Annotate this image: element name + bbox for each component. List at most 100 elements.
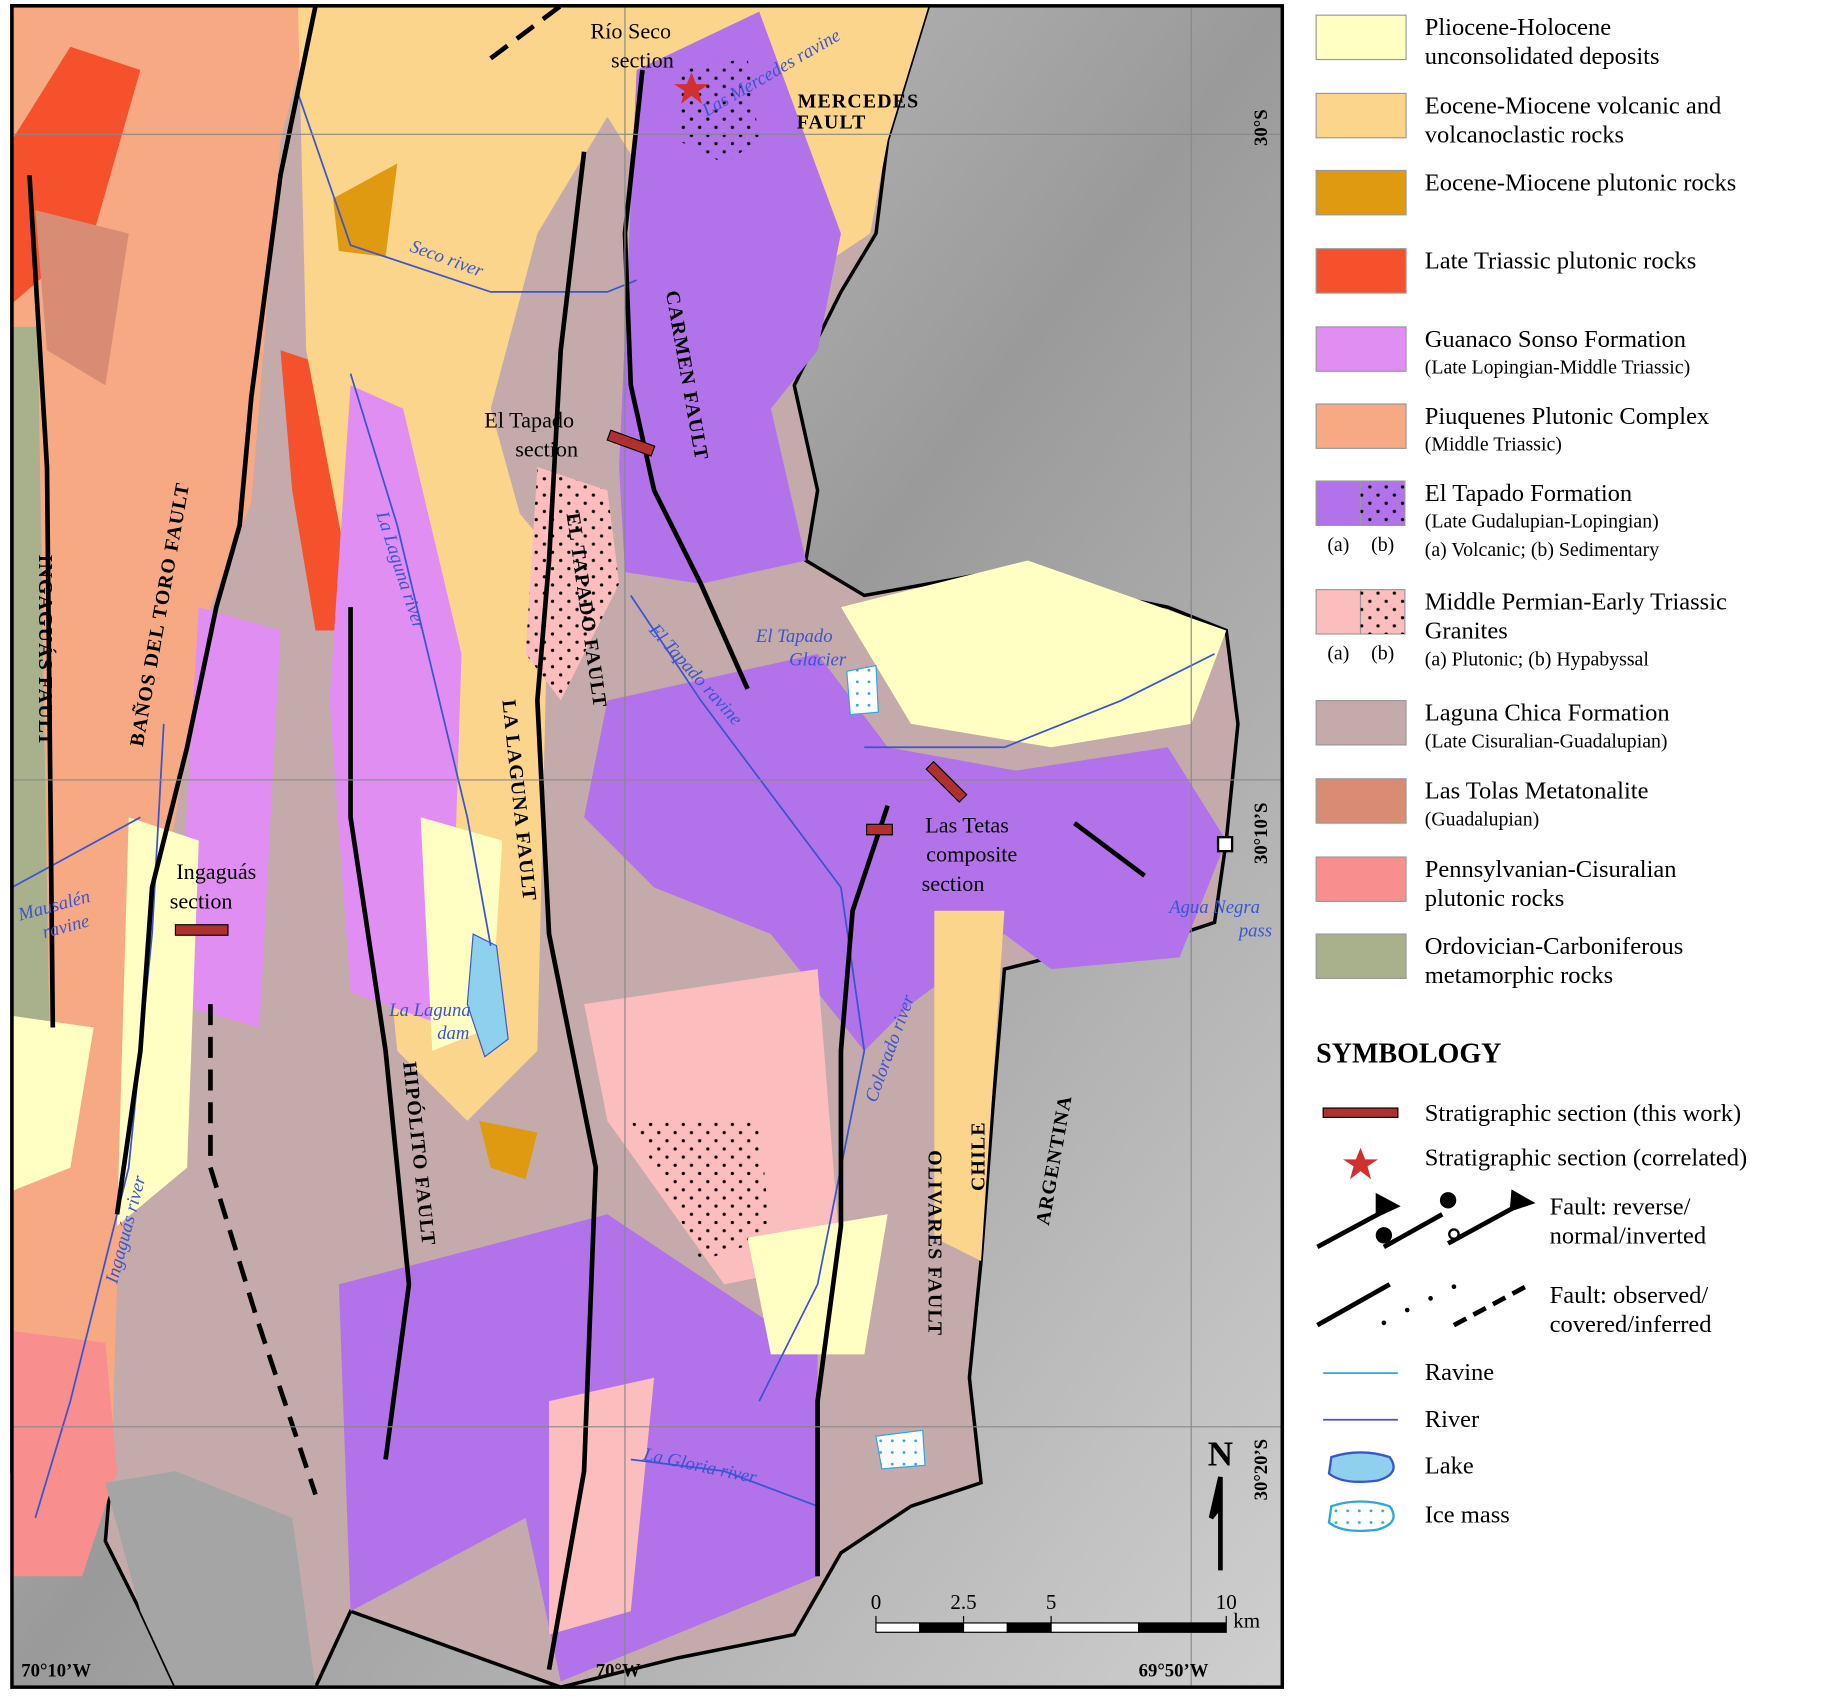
symbology-label: Fault: reverse/ [1550, 1193, 1691, 1220]
lake [466, 933, 509, 1058]
legend-subtitle: (a) Plutonic; (b) Hypabyssal [1425, 649, 1650, 671]
symbol [1343, 1147, 1379, 1180]
legend-subtitle: (Late Lopingian-Middle Triassic) [1425, 357, 1690, 379]
symbology-label: Fault: observed/ [1550, 1282, 1709, 1309]
scale-tick-label: 2.5 [950, 1590, 976, 1614]
legend-swatch [1315, 778, 1407, 824]
coordinate-label: 70°W [596, 1661, 641, 1682]
symbology-label: normal/inverted [1550, 1222, 1706, 1249]
symbology-label: Stratigraphic section (correlated) [1425, 1144, 1747, 1171]
scale-unit: km [1233, 1609, 1260, 1633]
legend-label: volcanoclastic rocks [1425, 121, 1624, 148]
section-label: El Tapado section [484, 407, 578, 461]
coordinate-label: 30°S [1251, 109, 1272, 146]
north-label: N [1208, 1434, 1233, 1473]
water-label: La Laguna dam [388, 1000, 470, 1044]
legend-subtitle: (Guadalupian) [1425, 808, 1540, 830]
fault-label: MERCEDES FAULT [797, 90, 920, 133]
volcanic-unit [934, 910, 1005, 1261]
river [630, 594, 866, 1402]
river [297, 93, 637, 293]
legend-swatch [1315, 326, 1407, 372]
legend-label: El Tapado Formation [1425, 480, 1632, 507]
coordinate-label: 70°10’W [21, 1661, 91, 1682]
legend-swatch [1315, 92, 1407, 139]
hillshade-patch [105, 1471, 316, 1688]
deposit-unit [11, 1015, 94, 1191]
river [630, 1458, 818, 1508]
plutonic-unit [333, 163, 398, 257]
symbology-label: Lake [1425, 1452, 1474, 1479]
symbol [1381, 1284, 1457, 1326]
legend-swatch [1315, 403, 1407, 449]
symbology-label: Ice mass [1425, 1502, 1510, 1529]
legend-subtitle: (Late Cisuralian-Guadalupian) [1425, 730, 1668, 752]
legend-part-label: (b) [1371, 643, 1394, 665]
legend-label: Pennsylvanian-Cisuralian [1425, 856, 1677, 883]
symbol [1316, 1189, 1536, 1328]
scale-segment [1050, 1622, 1140, 1633]
water-label: Agua Negra pass [1167, 897, 1272, 941]
legend-swatch [1315, 699, 1407, 746]
legend-label: Ordovician-Carboniferous [1425, 933, 1684, 960]
pennsylvanian-unit [11, 1331, 118, 1577]
legend-label: Piuquenes Plutonic Complex [1425, 403, 1709, 430]
legend-subtitle: (Middle Triassic) [1425, 434, 1562, 456]
legend-label: Eocene-Miocene plutonic rocks [1425, 169, 1737, 196]
scale-segment [875, 1622, 921, 1633]
tapado-unit [619, 11, 841, 584]
section-label: Las Tetas composite section [922, 812, 1018, 895]
scale-segment [1006, 1622, 1052, 1633]
coordinate-label: 69°50’W [1139, 1661, 1209, 1682]
river [349, 373, 492, 946]
guanaco-unit [175, 607, 281, 1028]
legend-label: plutonic rocks [1425, 885, 1565, 912]
symbol [1327, 1451, 1395, 1483]
fault-line [815, 804, 890, 1577]
legend-label: Laguna Chica Formation [1425, 699, 1670, 726]
scale-tick-label: 0 [871, 1590, 882, 1614]
scale-tick-label: 5 [1046, 1590, 1057, 1614]
deposit-unit [840, 560, 1227, 748]
legend-swatch [1315, 248, 1407, 294]
fault-inferred [208, 1004, 318, 1496]
legend-label: Pliocene-Holocene [1425, 14, 1612, 41]
deposit-unit [117, 817, 199, 1226]
section-bar [925, 760, 968, 803]
fault-line [1073, 821, 1146, 878]
section-label: Río Seco section [590, 19, 673, 73]
ice-mass [875, 1429, 926, 1470]
legend-swatch-pattern [1360, 589, 1405, 634]
symbology-label: River [1425, 1406, 1479, 1433]
fault-line [535, 151, 599, 1671]
legend-label: Guanaco Sonso Formation [1425, 326, 1686, 353]
section-bar [866, 823, 893, 836]
fault-line [27, 174, 56, 1028]
plutonic-unit [478, 1120, 538, 1180]
legend-label: metamorphic rocks [1425, 962, 1613, 989]
correlated-section-star [673, 72, 710, 104]
section-bar [606, 429, 656, 457]
legend-subtitle: (a) Volcanic; (b) Sedimentary [1425, 539, 1659, 561]
legend-swatch [1315, 14, 1407, 61]
coordinate-label: 30°20’S [1251, 1439, 1272, 1500]
symbology-label: Ravine [1425, 1359, 1495, 1386]
fault-line [114, 5, 318, 1215]
coordinate-label: 30°10’S [1251, 803, 1272, 864]
legend-swatch [1315, 933, 1407, 980]
legend-label: unconsolidated deposits [1425, 43, 1660, 70]
tapado-unit [584, 653, 1227, 1051]
symbology: SYMBOLOGY Stratigraphic section (this wo… [1316, 1039, 1747, 1533]
fault-label: INGAGUÁS FAULT [34, 555, 56, 747]
map-area: Río Seco section El Tapado section Ingaguá… [10, 3, 1285, 1689]
legend-label: Middle Permian-Early Triassic [1425, 588, 1727, 615]
granite-hypabyssal [630, 1120, 771, 1261]
symbology-title: SYMBOLOGY [1316, 1039, 1501, 1070]
fault-label: OLIVARES FAULT [924, 1150, 946, 1336]
legend-part-label: (b) [1371, 534, 1394, 556]
river [11, 816, 141, 889]
legend-swatch-pattern [1360, 481, 1405, 526]
section-markers [174, 72, 968, 936]
